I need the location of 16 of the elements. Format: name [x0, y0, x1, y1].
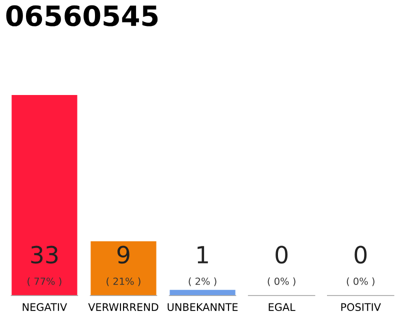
x-tick-label: NEGATIV	[22, 303, 68, 312]
x-tick-label: POSITIV	[341, 303, 381, 312]
annotation: ( 2% )	[188, 277, 216, 286]
annotation: ( 0% )	[268, 277, 296, 286]
data-label: 33	[31, 246, 58, 264]
chart-title: 06560545	[6, 5, 158, 26]
x-tick-label: VERWIRREND	[88, 303, 158, 311]
data-label: 0	[354, 246, 367, 264]
data-label: 9	[117, 246, 130, 264]
x-tick-label: EGAL	[268, 303, 296, 312]
data-label: 0	[276, 246, 288, 264]
annotation: ( 21% )	[106, 277, 140, 286]
annotation: ( 0% )	[346, 277, 374, 286]
data-label: 1	[198, 246, 208, 264]
x-tick-label: UNBEKANNTE	[168, 303, 238, 312]
annotation: ( 77% )	[28, 277, 62, 286]
